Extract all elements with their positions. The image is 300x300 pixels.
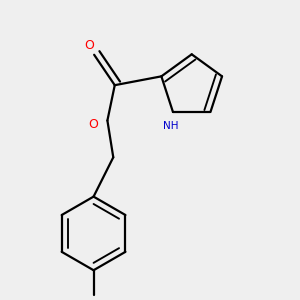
Text: NH: NH — [163, 121, 178, 131]
Text: O: O — [84, 39, 94, 52]
Text: O: O — [89, 118, 99, 131]
